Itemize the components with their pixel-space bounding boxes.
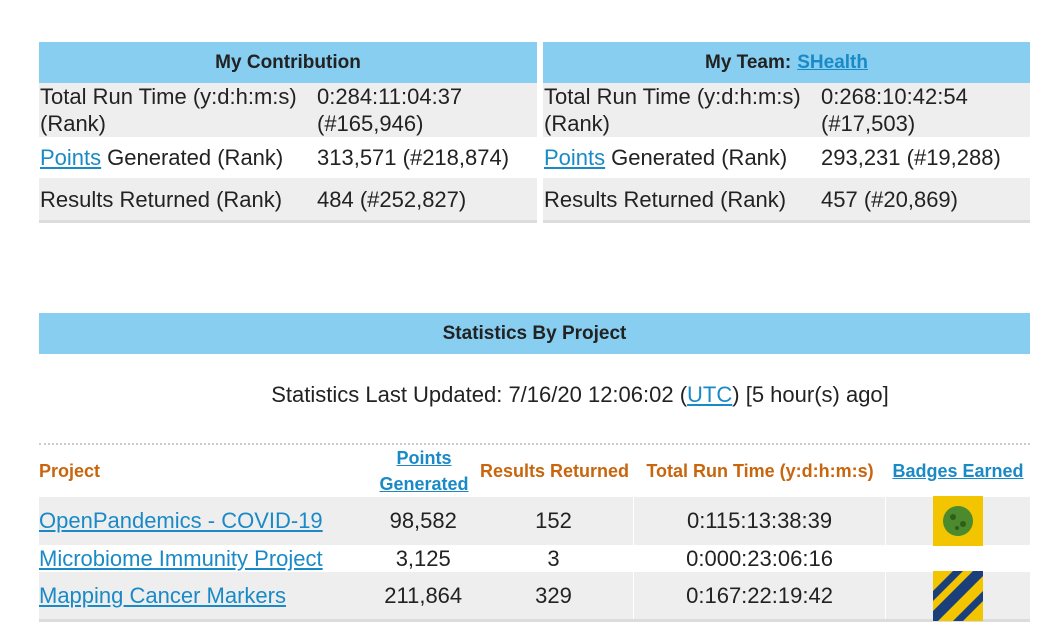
cell-text: 329 [535,582,572,608]
panel-header: My Team: SHealth [543,42,1030,83]
stat-row: Points Generated (Rank) 313,571 (#218,874) [39,137,537,178]
cell: 0:000:23:06:16 [632,545,885,572]
team-panel: My Team: SHealth Total Run Time (y:d:h:m:… [543,42,1030,223]
cell: 152 [474,497,633,545]
cell-text: 211,864 [384,582,463,608]
panel-title: My Contribution [215,51,361,73]
stat-label: Results Returned (Rank) [544,186,787,212]
cell-text: 152 [535,508,572,533]
badge-icon [933,496,984,546]
cell: 3 [474,545,633,572]
cell [885,570,1030,621]
cell-text: 98,582 [389,508,457,533]
panel-header: My Contribution [39,42,537,83]
section-title: Statistics By Project [442,322,627,344]
stat-value: 293,231 (#19,288) [821,145,1001,170]
stat-label: Generated (Rank) [107,145,284,170]
cell-text: 0:167:22:19:42 [686,582,833,608]
divider [39,443,1030,445]
project-row: Microbiome Immunity Project 3,125 3 0:000:2… [39,545,1030,572]
project-link[interactable]: Mapping Cancer Markers [39,582,286,608]
stat-value: 0:268:10:42:54 (#17,503) [821,84,968,136]
stat-row: Total Run Time (y:d:h:m:s) (Rank) 0:284:1… [39,83,537,137]
project-link[interactable]: Microbiome Immunity Project [39,545,323,571]
project-row: OpenPandemics - COVID-19 98,582 152 0:115:1… [39,496,1030,546]
cell: OpenPandemics - COVID-19 [39,497,372,545]
stat-value: 313,571 (#218,874) [317,145,510,170]
cell-text: 0:000:23:06:16 [686,545,833,571]
section-header: Statistics By Project [39,313,1030,354]
cell [885,545,1030,572]
cell: 211,864 [372,572,474,619]
stat-value: 484 (#252,827) [317,186,467,212]
column-header: Total Run Time (y:d:h:m:s) [646,460,874,481]
project-row: Mapping Cancer Markers 211,864 329 0:167:22… [39,570,1030,622]
column-header: Project [39,460,101,481]
updated-text: Statistics Last Updated: 7/16/20 12:06:0… [271,382,688,407]
stat-label: Results Returned (Rank) [40,186,283,212]
stat-label: Total Run Time (y:d:h:m:s) (Rank) [40,84,297,136]
cell-text: 0:115:13:38:39 [686,508,833,533]
cell: 98,582 [372,497,474,545]
project-link[interactable]: OpenPandemics - COVID-19 [39,508,323,533]
badge-icon [933,570,984,621]
cell: 0:115:13:38:39 [632,497,885,545]
stat-row: Points Generated (Rank) 293,231 (#19,288) [543,137,1030,178]
panel-title: My Team: [705,51,792,73]
stat-label: Total Run Time (y:d:h:m:s) (Rank) [544,84,801,136]
cell-text: 3 [547,545,560,571]
stat-row: Results Returned (Rank) 457 (#20,869) [543,178,1030,223]
updated-line: Statistics Last Updated: 7/16/20 12:06:0… [39,382,1054,408]
updated-text: ) [5 hour(s) ago] [732,382,889,407]
column-header[interactable]: Points Generated [379,447,469,494]
stat-row: Total Run Time (y:d:h:m:s) (Rank) 0:268:1… [543,83,1030,137]
cell: Microbiome Immunity Project [39,545,372,572]
team-link[interactable]: SHealth [797,51,868,73]
stat-value: 457 (#20,869) [821,186,958,212]
cell: 0:167:22:19:42 [632,572,885,619]
points-link[interactable]: Points [40,145,102,170]
column-header: Results Returned [479,460,630,481]
cell: 329 [474,572,633,619]
cell: 3,125 [372,545,474,572]
table-header: Project Points Generated Results Returne… [39,445,1030,496]
stat-label: Generated (Rank) [611,145,788,170]
column-header[interactable]: Badges Earned [892,460,1024,481]
stat-value: 0:284:11:04:37 (#165,946) [317,84,463,136]
cell-text: 3,125 [395,545,451,571]
points-link[interactable]: Points [544,145,606,170]
contribution-panel: My Contribution Total Run Time (y:d:h:m:… [39,42,537,223]
utc-link[interactable]: UTC [687,382,733,407]
cell: Mapping Cancer Markers [39,572,372,619]
stat-row: Results Returned (Rank) 484 (#252,827) [39,178,537,223]
cell [885,496,1030,546]
